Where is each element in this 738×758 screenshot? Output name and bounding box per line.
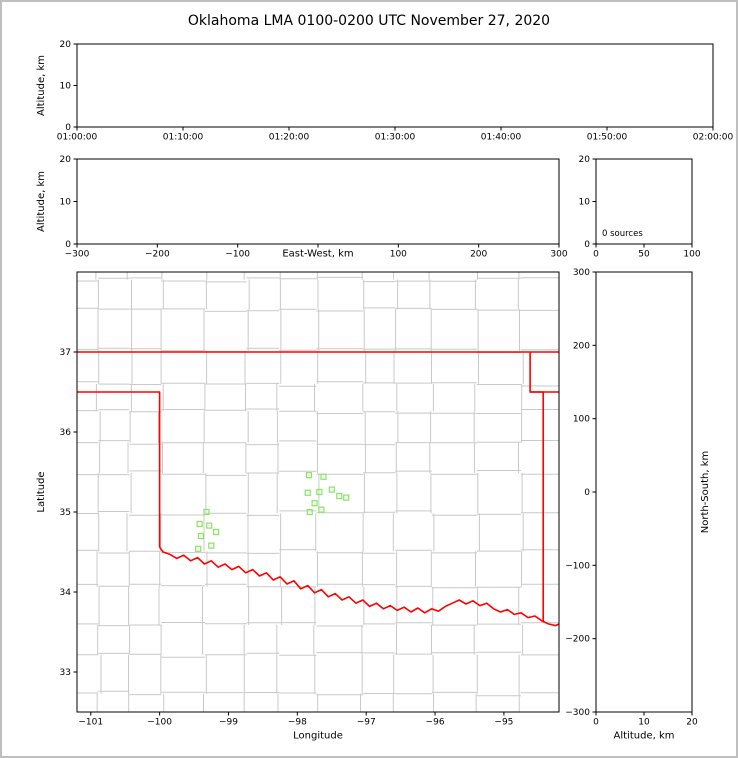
- source-marker: [208, 542, 215, 549]
- tick-label: 0: [65, 240, 71, 250]
- tick-label: 0: [593, 250, 599, 260]
- tick-label: 33: [60, 668, 71, 678]
- ns-height-ylabel: North-South, km: [700, 451, 711, 534]
- tick-label: 20: [60, 40, 72, 50]
- tick-label: 10: [60, 198, 72, 208]
- tick-label: 100: [390, 250, 407, 260]
- tick-label: −98: [288, 718, 307, 728]
- y-ticks: 0 10 20: [60, 155, 77, 250]
- tick-label: −101: [78, 718, 103, 728]
- tick-label: −100: [147, 718, 172, 728]
- source-marker: [306, 508, 313, 516]
- plan-view-panel: −101 −100 −99 −98 −97 −96 −95 33 34 35 36 37 Longitu…: [36, 271, 560, 742]
- tick-label: −300: [65, 250, 90, 260]
- tick-label: 01:20:00: [269, 133, 310, 143]
- tick-label: 01:00:00: [57, 133, 98, 143]
- panel-frame: [76, 271, 560, 713]
- source-marker: [311, 500, 318, 507]
- tick-label: 35: [60, 508, 71, 518]
- tick-label: −200: [145, 250, 170, 260]
- tick-label: 02:00:00: [693, 133, 734, 143]
- tick-label: 50: [638, 250, 650, 260]
- plan-view-xlabel: Longitude: [293, 731, 343, 742]
- tick-label: −95: [494, 718, 513, 728]
- tick-label: 20: [579, 155, 591, 165]
- sources-count-annotation: 0 sources: [602, 229, 643, 239]
- tick-label: 10: [638, 718, 650, 728]
- ns-height-xlabel: Altitude, km: [614, 731, 675, 742]
- source-marker: [316, 488, 323, 496]
- tick-label: 0: [65, 123, 71, 133]
- tick-label: −300: [565, 708, 590, 718]
- source-marker: [304, 489, 311, 496]
- tick-label: −99: [219, 718, 238, 728]
- tick-label: 34: [60, 588, 72, 598]
- tick-label: 300: [573, 268, 590, 278]
- state-borders: [77, 351, 559, 627]
- tick-label: 300: [550, 250, 567, 260]
- x-ticks: −300 −200 −100 100 200 300: [65, 244, 568, 260]
- time-height-panel: 01:00:00 01:10:00 01:20:00 01:30:00 01:40:00…: [36, 40, 733, 143]
- source-marker: [343, 494, 350, 501]
- panel-frame: [76, 43, 714, 128]
- source-marker: [206, 522, 213, 529]
- tick-label: 0: [593, 718, 599, 728]
- source-marker: [320, 473, 327, 480]
- chart-title: Oklahoma LMA 0100-0200 UTC November 27, …: [187, 13, 551, 29]
- y-ticks: −300 −200 −100 0 100 200 300: [565, 268, 596, 718]
- ew-height-xlabel: East-West, km: [282, 249, 353, 260]
- source-marker: [195, 545, 202, 552]
- panel-frame: [595, 271, 693, 713]
- ew-height-ylabel: Altitude, km: [36, 171, 47, 232]
- tick-label: −100: [565, 561, 590, 571]
- tick-label: −100: [225, 250, 250, 260]
- tick-label: 100: [573, 415, 590, 425]
- tick-label: 20: [686, 718, 698, 728]
- oklahoma-west-border: [77, 391, 161, 548]
- tick-label: −200: [565, 635, 590, 645]
- tick-label: 0: [584, 488, 590, 498]
- x-ticks: 0 10 20: [593, 712, 698, 728]
- tick-label: 01:10:00: [163, 133, 204, 143]
- source-marker: [336, 492, 343, 500]
- x-ticks: 0 50 100: [593, 244, 701, 260]
- time-height-ylabel: Altitude, km: [36, 55, 47, 116]
- histogram-panel: 0 sources 0 50 100 0 10 20: [579, 155, 701, 260]
- source-marker: [196, 520, 203, 528]
- county-boundaries: [77, 272, 559, 712]
- tick-label: 200: [573, 341, 590, 351]
- y-ticks: 0 10 20: [579, 155, 596, 250]
- source-marker: [203, 508, 210, 516]
- tick-label: 20: [60, 155, 72, 165]
- tick-label: 36: [60, 428, 72, 438]
- lightning-sources: [195, 472, 350, 552]
- y-ticks: 33 34 35 36 37: [60, 348, 77, 678]
- tick-label: 200: [470, 250, 487, 260]
- tick-label: 01:50:00: [587, 133, 628, 143]
- source-marker: [328, 486, 335, 493]
- plan-view-ylabel: Latitude: [36, 471, 47, 512]
- tick-label: 10: [579, 198, 591, 208]
- tick-label: −97: [357, 718, 376, 728]
- source-marker: [318, 506, 325, 513]
- source-marker: [213, 528, 220, 536]
- red-river-border: [158, 546, 559, 627]
- ns-height-panel: 0 10 20 −300 −200 −100 0 100 200 300 Altitude, km N…: [565, 268, 711, 742]
- tick-label: 10: [60, 82, 72, 92]
- tick-label: 100: [683, 250, 700, 260]
- tick-label: 0: [584, 240, 590, 250]
- panel-frame: [76, 158, 560, 245]
- source-marker: [305, 472, 313, 479]
- y-ticks: 0 10 20: [60, 40, 77, 133]
- ew-height-panel: −300 −200 −100 100 200 300 0 10 20 East-West, km A…: [36, 155, 568, 260]
- tick-label: 01:30:00: [375, 133, 416, 143]
- x-ticks: −101 −100 −99 −98 −97 −96 −95: [78, 712, 513, 728]
- source-marker: [197, 532, 204, 540]
- tick-label: 37: [60, 348, 71, 358]
- tick-label: 01:40:00: [481, 133, 522, 143]
- tick-label: −96: [426, 718, 445, 728]
- x-ticks: 01:00:00 01:10:00 01:20:00 01:30:00 01:40:00…: [57, 127, 734, 143]
